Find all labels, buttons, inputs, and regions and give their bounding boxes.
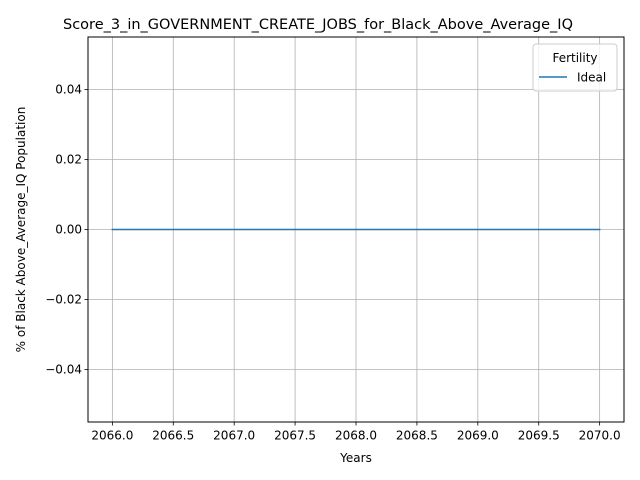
x-tick-label: 2066.0 — [91, 429, 133, 443]
legend-box — [532, 43, 618, 92]
x-tick-label: 2067.5 — [274, 429, 316, 443]
legend-label: Ideal — [577, 71, 606, 85]
x-tick-label: 2069.0 — [457, 429, 499, 443]
y-axis-label: % of Black Above_Average_IQ Population — [14, 107, 28, 353]
x-tick-label: 2070.0 — [579, 429, 621, 443]
x-tick-label: 2069.5 — [518, 429, 560, 443]
y-tick-label: 0.00 — [55, 223, 82, 237]
y-tick-label: −0.02 — [45, 293, 82, 307]
y-tick-label: 0.02 — [55, 153, 82, 167]
x-tick-label: 2068.5 — [396, 429, 438, 443]
legend-title: Fertility — [552, 51, 597, 65]
legend: Fertility Ideal — [532, 43, 618, 92]
x-axis-label: Years — [339, 451, 372, 465]
x-tick-label: 2068.0 — [335, 429, 377, 443]
x-axis-ticks: 2066.0 2066.5 2067.0 2067.5 2068.0 2068.5 2069… — [91, 422, 621, 443]
y-axis-ticks: −0.04 −0.02 0.00 0.02 0.04 — [45, 83, 88, 377]
x-tick-label: 2066.5 — [152, 429, 194, 443]
y-tick-label: −0.04 — [45, 363, 82, 377]
x-tick-label: 2067.0 — [213, 429, 255, 443]
y-tick-label: 0.04 — [55, 83, 82, 97]
chart-title: Score_3_in_GOVERNMENT_CREATE_JOBS_for_Bl… — [63, 17, 573, 33]
